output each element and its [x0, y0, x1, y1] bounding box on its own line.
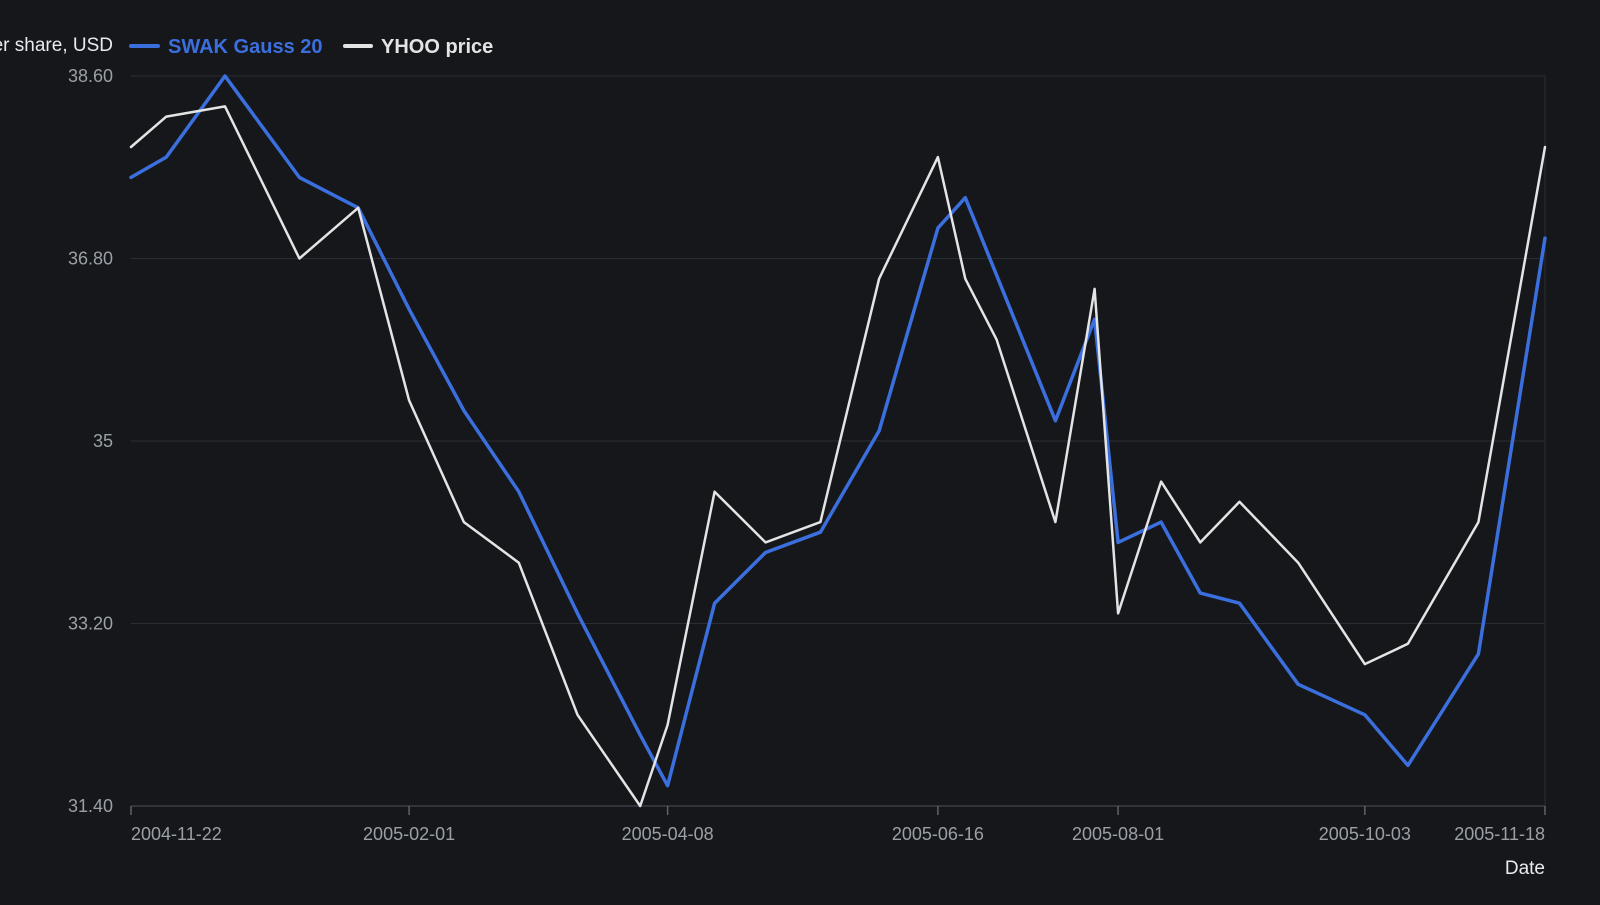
x-tick-label: 2005-04-08	[622, 824, 714, 844]
y-tick-label: 38.60	[68, 66, 113, 86]
legend-label-swak: SWAK Gauss 20	[168, 36, 323, 58]
x-tick-label: 2005-02-01	[363, 824, 455, 844]
x-tick-label: 2005-06-16	[892, 824, 984, 844]
legend: Price per share, USD SWAK Gauss 20 YHOO …	[0, 35, 493, 58]
x-tick-label: 2005-08-01	[1072, 824, 1164, 844]
y-tick-label: 31.40	[68, 796, 113, 816]
legend-label-yhoo: YHOO price	[381, 36, 493, 58]
y-tick-label: 35	[93, 431, 113, 451]
axis-layer: 31.40 33.20 35 36.80 38.60 2004-11-22 2005-02-…	[68, 66, 1546, 844]
series-line-swak	[129, 74, 1547, 788]
grid-layer	[131, 75, 1546, 807]
series-layer	[129, 74, 1547, 808]
series-line-yhoo	[129, 105, 1547, 808]
y-axis-title: Price per share, USD	[0, 35, 113, 56]
y-tick-label: 36.80	[68, 249, 113, 269]
x-axis-title: Date	[1505, 858, 1545, 879]
x-tick-label: 2005-10-03	[1319, 824, 1411, 844]
y-tick-label: 33.20	[68, 614, 113, 634]
x-tick-label: 2005-11-18	[1454, 824, 1545, 844]
x-tick-label: 2004-11-22	[131, 824, 222, 844]
